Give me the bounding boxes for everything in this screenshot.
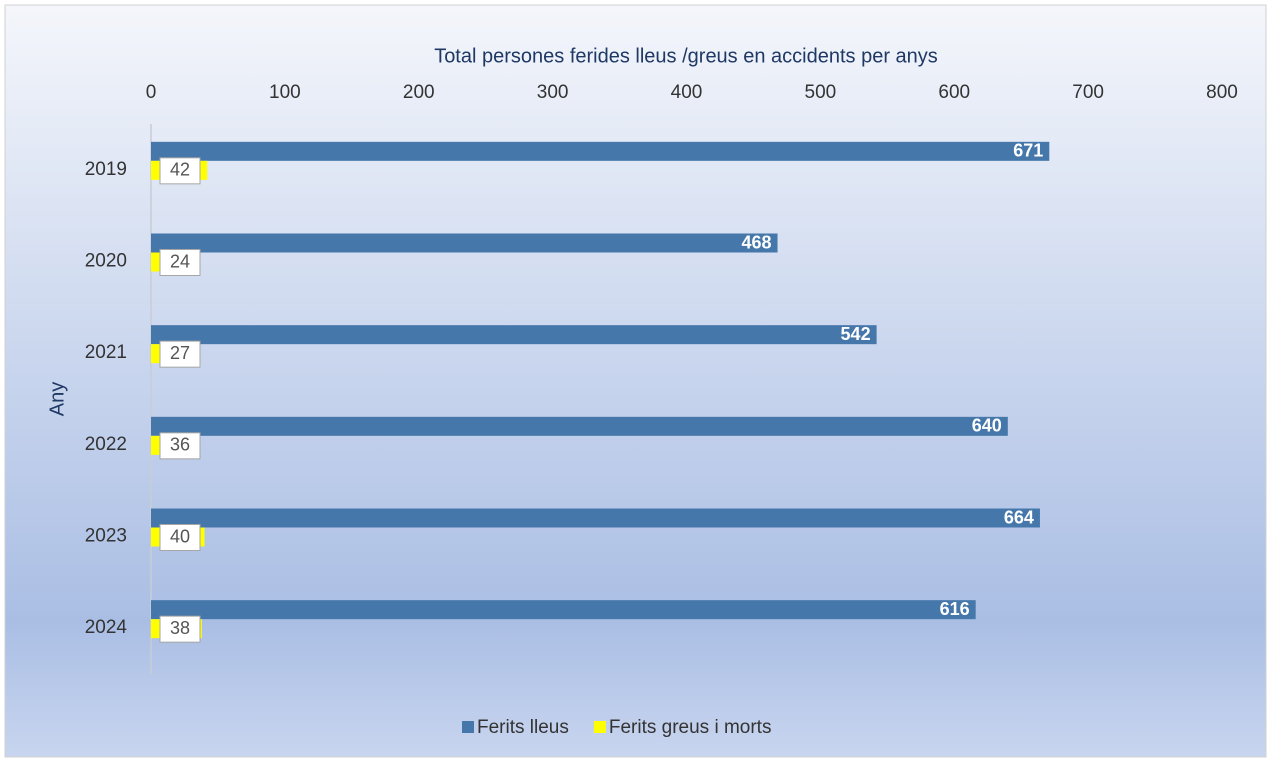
x-tick-label: 700 (1072, 82, 1104, 103)
bar (151, 600, 976, 620)
bar (151, 416, 1008, 436)
bar (151, 325, 877, 345)
x-tick-label: 200 (403, 82, 435, 103)
bar (151, 508, 1040, 528)
data-label-box (159, 524, 201, 551)
x-tick-label: 300 (537, 82, 569, 103)
data-label-box (159, 340, 201, 368)
data-label: 640 (972, 416, 1002, 436)
legend-label: Ferits lleus (477, 717, 569, 738)
data-label: 40 (170, 526, 190, 546)
y-tick-label: 2023 (85, 526, 127, 547)
data-label: 24 (170, 251, 190, 271)
bar (151, 233, 778, 253)
data-label: 671 (1013, 141, 1043, 161)
legend-label: Ferits greus i morts (609, 717, 772, 738)
x-tick-label: 800 (1206, 82, 1238, 103)
x-tick-label: 400 (671, 82, 703, 103)
x-tick-label: 600 (938, 82, 970, 103)
data-label: 27 (170, 343, 190, 363)
data-label: 664 (1004, 507, 1034, 527)
x-tick-label: 100 (269, 82, 301, 103)
y-axis-title: Any (46, 382, 68, 416)
x-tick-label: 0 (146, 82, 157, 103)
data-label-box (159, 432, 201, 460)
y-tick-label: 2022 (85, 434, 127, 455)
legend-swatch (593, 721, 606, 733)
y-tick-label: 2021 (85, 342, 127, 363)
chart-title: Total persones ferides lleus /greus en a… (434, 45, 938, 67)
y-tick-label: 2019 (85, 159, 127, 180)
data-label-box (159, 249, 201, 276)
bar (151, 141, 1050, 161)
data-label: 36 (170, 435, 190, 455)
data-label: 42 (170, 160, 190, 180)
data-label-box (159, 157, 201, 185)
data-label: 468 (741, 232, 771, 252)
y-tick-label: 2024 (85, 617, 128, 638)
chart-background (4, 4, 1267, 758)
legend-swatch (462, 721, 474, 733)
data-label: 542 (841, 324, 871, 344)
data-label-box (159, 615, 201, 643)
data-label: 38 (170, 618, 190, 638)
y-tick-label: 2020 (85, 251, 127, 272)
x-tick-label: 500 (805, 82, 837, 103)
data-label: 616 (940, 599, 970, 619)
